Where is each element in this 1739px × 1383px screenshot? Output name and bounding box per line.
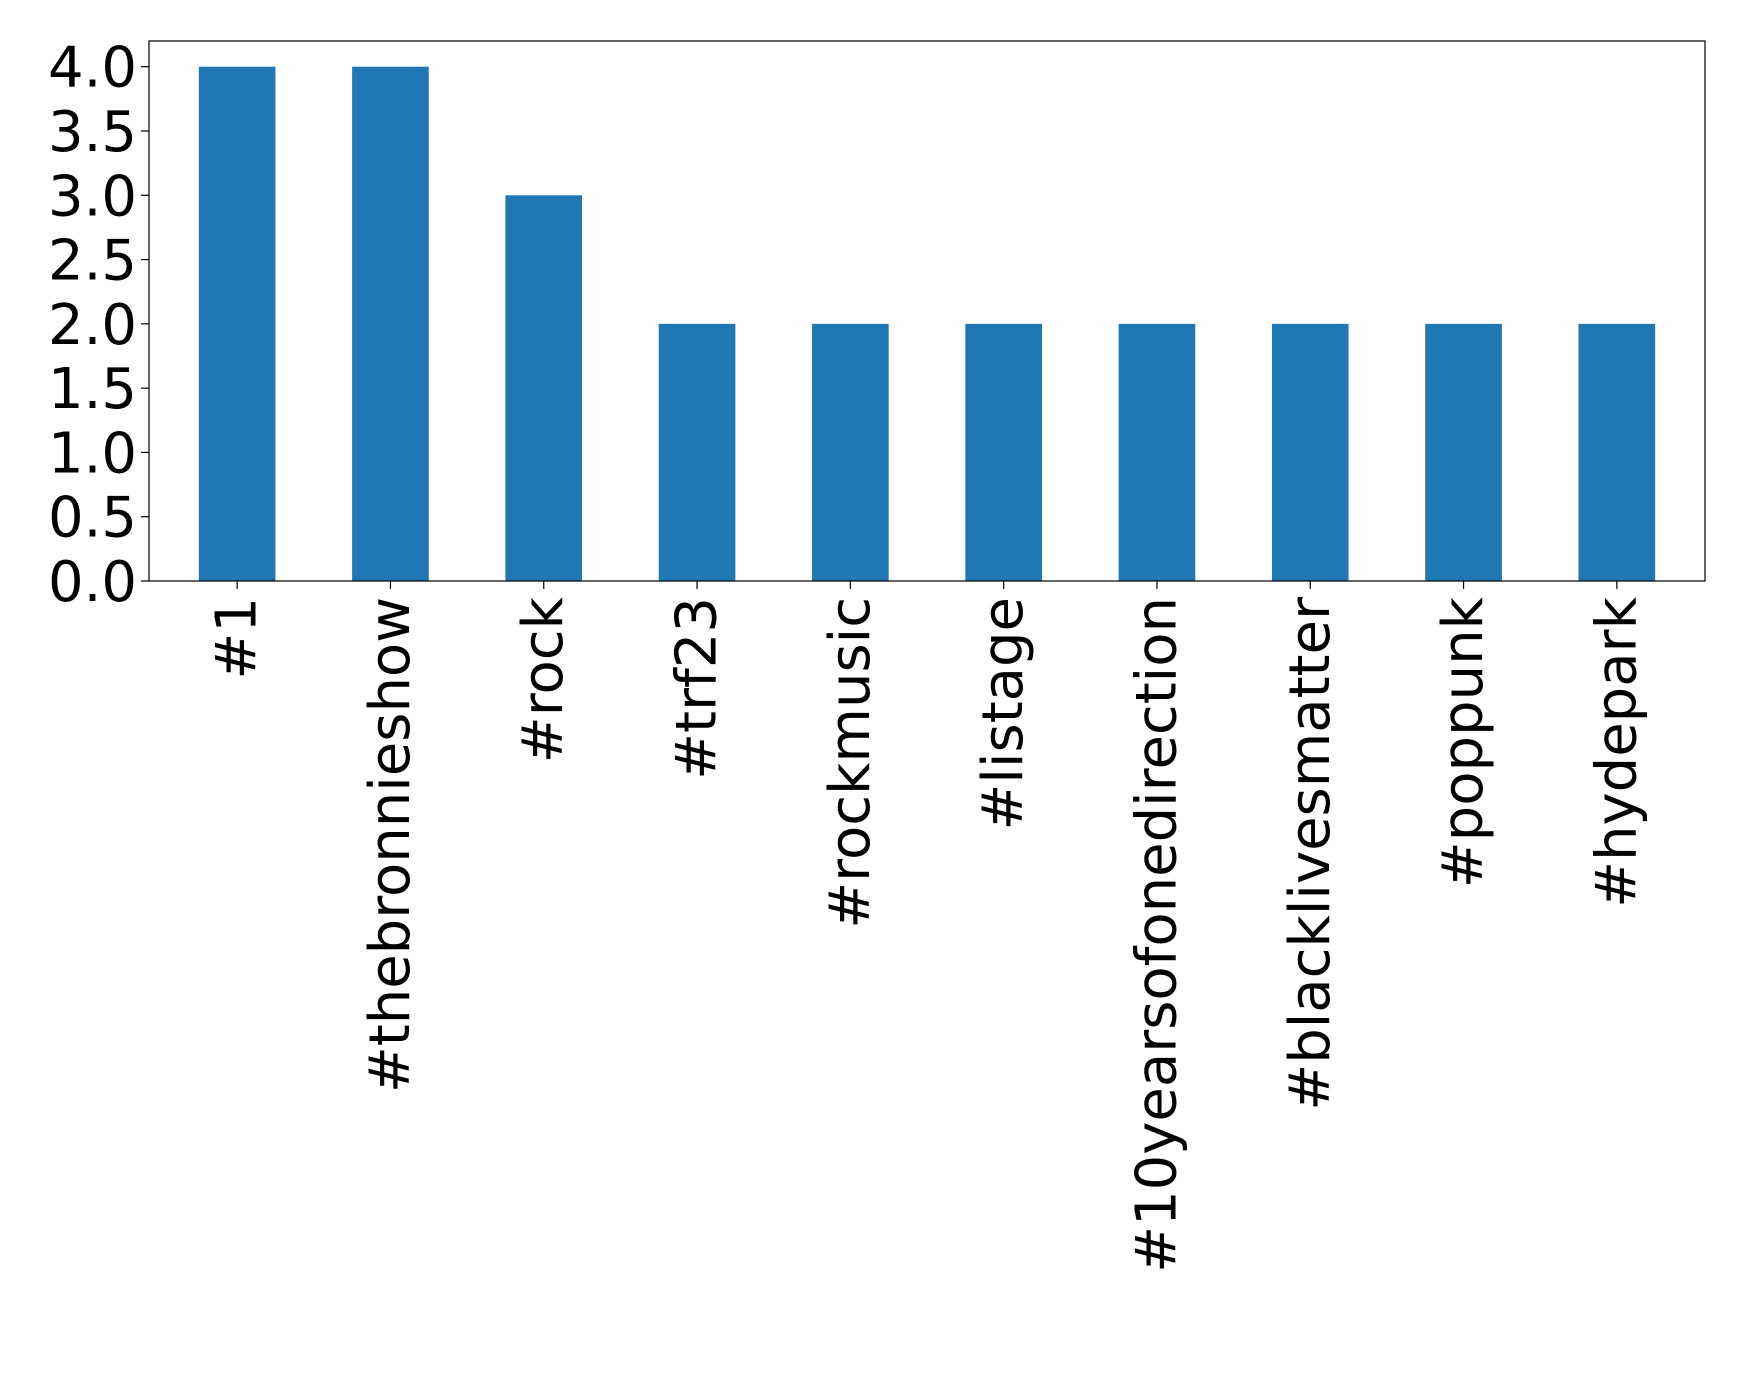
y-tick-label: 3.0 [48,164,137,229]
y-tick-label: 3.5 [48,100,137,165]
x-tick-label: #hydepark [1584,596,1649,907]
bar-6 [1118,323,1196,581]
y-tick-label: 2.0 [48,293,137,358]
x-tick-label: #blacklivesmatter [1278,596,1343,1111]
x-axis: #1 #thebronnieshow #rock #trf23 #rockmusic #l… [205,581,1649,1273]
y-tick-label: 0.0 [48,550,137,615]
bar-3 [658,323,736,581]
bar-9 [1578,323,1656,581]
bar-0 [198,66,276,581]
x-tick-label: #rockmusic [818,597,883,929]
x-tick-label: #trf23 [665,597,730,780]
bar-5 [965,323,1042,581]
x-tick-label: #10yearsofonedirection [1124,597,1189,1273]
x-tick-label: #listage [971,597,1036,831]
y-axis: 0.00.51.01.52.02.53.03.54.0 [48,36,149,615]
bar-2 [505,195,583,582]
y-tick-label: 1.0 [48,421,137,486]
y-tick-label: 0.5 [48,486,137,551]
bar-4 [812,323,889,581]
bar-7 [1271,323,1349,581]
x-tick-label: #thebronnieshow [358,597,423,1093]
y-tick-label: 4.0 [48,36,137,101]
bar-8 [1425,323,1502,581]
bars-group [198,66,1656,582]
bar-1 [352,66,429,581]
x-tick-label: #poppunk [1431,596,1496,888]
plot-frame [148,40,1706,582]
x-tick-label: #1 [205,597,270,680]
y-tick-label: 2.5 [48,229,137,294]
x-tick-label: #rock [511,596,576,763]
y-tick-label: 1.5 [48,357,137,422]
